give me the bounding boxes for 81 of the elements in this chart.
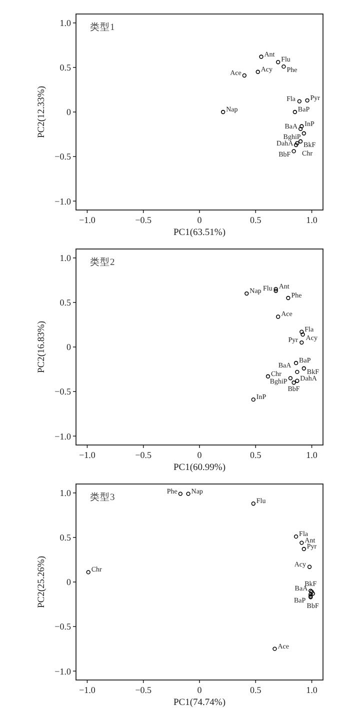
point bbox=[276, 60, 280, 64]
y-axis-title: PC2(16.83%) bbox=[37, 321, 47, 373]
x-tick-label: −0.5 bbox=[135, 450, 152, 460]
point bbox=[308, 592, 313, 597]
point bbox=[292, 149, 296, 154]
x-tick-label: −1.0 bbox=[79, 450, 96, 460]
point bbox=[302, 366, 306, 370]
y-tick-label: −1.0 bbox=[54, 666, 72, 676]
y-tick-label: −0.5 bbox=[54, 622, 72, 632]
point bbox=[300, 340, 304, 345]
point bbox=[302, 131, 306, 136]
point bbox=[294, 142, 298, 148]
point bbox=[300, 124, 304, 128]
point bbox=[86, 570, 90, 574]
x-tick-label: 0 bbox=[197, 215, 202, 225]
point bbox=[251, 502, 256, 506]
x-tick-label: 1.0 bbox=[306, 450, 318, 460]
x-axis-title: PC1(74.74%) bbox=[174, 698, 226, 708]
point bbox=[256, 70, 260, 74]
text: 类型3 bbox=[90, 491, 115, 503]
point bbox=[305, 98, 310, 103]
point bbox=[286, 296, 290, 300]
y-tick-label: −0.5 bbox=[54, 386, 72, 397]
point bbox=[274, 286, 278, 292]
y-tick-label: 1.0 bbox=[60, 18, 72, 28]
point bbox=[300, 332, 305, 337]
point bbox=[310, 591, 315, 596]
point bbox=[276, 314, 280, 319]
y-axis-title: PC2(25.26%) bbox=[37, 556, 47, 608]
y-axis-title: PC2(12.33%) bbox=[37, 86, 47, 138]
point bbox=[295, 378, 300, 383]
y-tick-label: 0.5 bbox=[60, 532, 72, 543]
x-tick-label: 0.5 bbox=[250, 215, 262, 225]
x-tick-label: 1.0 bbox=[306, 215, 318, 225]
point bbox=[298, 126, 303, 132]
point bbox=[272, 646, 277, 651]
y-tick-label: 1.0 bbox=[60, 488, 72, 498]
text: 类型1 bbox=[90, 21, 115, 33]
point bbox=[251, 397, 256, 402]
x-tick-label: 0.5 bbox=[250, 685, 262, 695]
y-tick-label: 0 bbox=[66, 342, 72, 352]
point bbox=[294, 360, 298, 366]
x-axis-title: PC1(60.99%) bbox=[174, 463, 226, 473]
x-tick-label: −1.0 bbox=[79, 685, 96, 695]
point bbox=[282, 64, 286, 69]
x-tick-label: 1.0 bbox=[306, 685, 318, 695]
x-tick-label: 0 bbox=[197, 450, 202, 460]
y-tick-label: 0.5 bbox=[60, 298, 72, 308]
x-tick-label: −0.5 bbox=[135, 215, 152, 225]
point bbox=[292, 110, 298, 114]
point bbox=[178, 492, 183, 496]
point bbox=[294, 534, 298, 539]
point bbox=[244, 291, 249, 296]
x-tick-label: 0.5 bbox=[250, 450, 262, 460]
y-tick-label: −1.0 bbox=[54, 431, 72, 442]
point bbox=[300, 540, 304, 545]
y-tick-label: −0.5 bbox=[54, 152, 72, 162]
y-tick-label: 0 bbox=[66, 577, 72, 588]
point bbox=[288, 376, 293, 380]
point bbox=[300, 330, 304, 334]
y-tick-label: −1.0 bbox=[54, 196, 72, 206]
point bbox=[295, 141, 300, 146]
point bbox=[186, 492, 190, 496]
point bbox=[274, 288, 278, 293]
point bbox=[242, 73, 247, 78]
y-tick-label: 0 bbox=[66, 107, 72, 118]
x-tick-label: −0.5 bbox=[135, 685, 152, 695]
y-tick-label: 0.5 bbox=[60, 62, 72, 73]
point bbox=[259, 54, 264, 59]
x-axis-title: PC1(63.51%) bbox=[174, 228, 226, 238]
point bbox=[295, 370, 300, 374]
y-tick-label: 1.0 bbox=[60, 253, 72, 264]
point bbox=[292, 380, 296, 385]
point bbox=[307, 564, 312, 569]
point bbox=[297, 99, 302, 104]
x-tick-label: 0 bbox=[197, 685, 202, 695]
point bbox=[302, 546, 306, 552]
point bbox=[220, 110, 226, 114]
x-tick-label: −1.0 bbox=[79, 215, 96, 225]
text: 类型2 bbox=[90, 256, 115, 268]
point bbox=[266, 374, 270, 378]
